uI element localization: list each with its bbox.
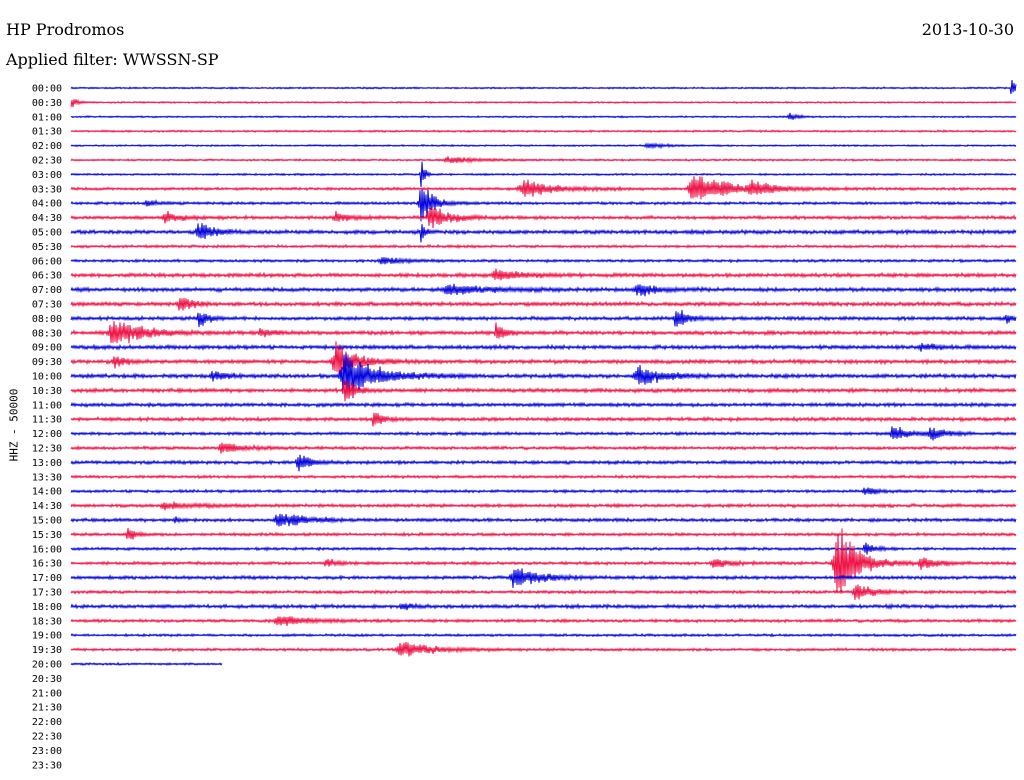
trace-row [70,156,1017,164]
trace-row [70,380,1017,402]
row-time-label: 19:30 [32,645,62,656]
trace-row [70,176,1017,200]
trace-row [70,283,1017,297]
row-time-label: 21:30 [32,703,62,714]
row-time-label: 00:00 [32,84,62,95]
row-time-label: 08:00 [32,314,62,325]
row-time-label: 13:00 [32,458,62,469]
row-time-label: 00:30 [32,98,62,109]
trace-row [70,641,1017,657]
trace-row [70,161,1017,188]
row-time-label: 07:30 [32,300,62,311]
trace-row [70,79,1017,95]
row-time-label: 21:00 [32,688,62,699]
trace-row [70,297,1017,311]
trace-row [70,401,1017,409]
row-time-label: 10:00 [32,372,62,383]
trace-row [70,487,1017,496]
trace-row [70,474,1017,480]
trace-row [70,661,223,667]
row-time-label: 22:30 [32,732,62,743]
row-time-label: 17:00 [32,573,62,584]
row-time-label: 05:30 [32,242,62,253]
row-time-label: 01:00 [32,112,62,123]
row-time-label: 06:30 [32,271,62,282]
trace-row [70,632,1017,638]
trace-row [70,442,1017,454]
row-time-label: 04:00 [32,199,62,210]
row-time-label: 16:30 [32,559,62,570]
trace-row [70,189,1017,222]
trace-row [70,353,1017,399]
row-time-label: 15:00 [32,516,62,527]
trace-row [70,616,1017,627]
trace-row [70,142,1017,150]
row-time-label: 13:30 [32,472,62,483]
row-time-label: 02:00 [32,141,62,152]
trace-row [70,602,1017,611]
row-time-label: 18:00 [32,602,62,613]
row-time-label: 16:00 [32,544,62,555]
row-time-label: 11:30 [32,415,62,426]
record-date: 2013-10-30 [921,20,1014,39]
row-time-label: 12:30 [32,444,62,455]
row-time-label: 09:00 [32,343,62,354]
row-time-label: 10:30 [32,386,62,397]
row-time-label: 02:30 [32,156,62,167]
trace-row [70,426,1017,441]
row-time-label: 22:00 [32,717,62,728]
row-time-label: 04:30 [32,213,62,224]
row-time-label: 09:30 [32,357,62,368]
trace-row [70,528,1017,594]
trace-row [70,584,1017,600]
row-time-label: 06:00 [32,256,62,267]
row-time-label: 23:30 [32,760,62,771]
row-time-label: 19:00 [32,631,62,642]
row-time-label: 08:30 [32,328,62,339]
row-time-label: 14:30 [32,501,62,512]
row-time-label: 15:30 [32,530,62,541]
trace-row [70,243,1017,250]
trace-row [70,542,1017,555]
trace-row [70,268,1017,281]
row-time-label: 20:00 [32,660,62,671]
trace-row [70,513,1017,527]
applied-filter: Applied filter: WWSSN-SP [6,50,219,69]
trace-row [70,206,1017,229]
trace-row [70,412,1017,427]
trace-row [70,501,1017,511]
row-time-label: 20:30 [32,674,62,685]
station-title: HP Prodromos [6,20,125,39]
row-time-label: 07:00 [32,285,62,296]
row-time-label: 23:00 [32,746,62,757]
trace-row [70,341,1017,375]
trace-row [70,321,1017,344]
trace-row [70,343,1017,352]
trace-row [70,256,1017,265]
trace-row [70,223,1017,243]
row-time-label: 17:30 [32,588,62,599]
trace-row [70,98,1017,108]
row-time-label: 03:00 [32,170,62,181]
row-time-label: 18:30 [32,616,62,627]
trace-row [70,454,1017,472]
row-time-label: 14:00 [32,487,62,498]
row-time-label: 11:00 [32,400,62,411]
trace-row [70,112,1017,120]
row-time-label: 12:00 [32,429,62,440]
trace-row [70,129,1017,134]
trace-row [70,528,1017,540]
trace-row [70,568,1017,589]
row-time-label: 01:30 [32,127,62,138]
row-time-label: 05:00 [32,228,62,239]
trace-row [70,309,1017,328]
row-time-label: 03:30 [32,184,62,195]
